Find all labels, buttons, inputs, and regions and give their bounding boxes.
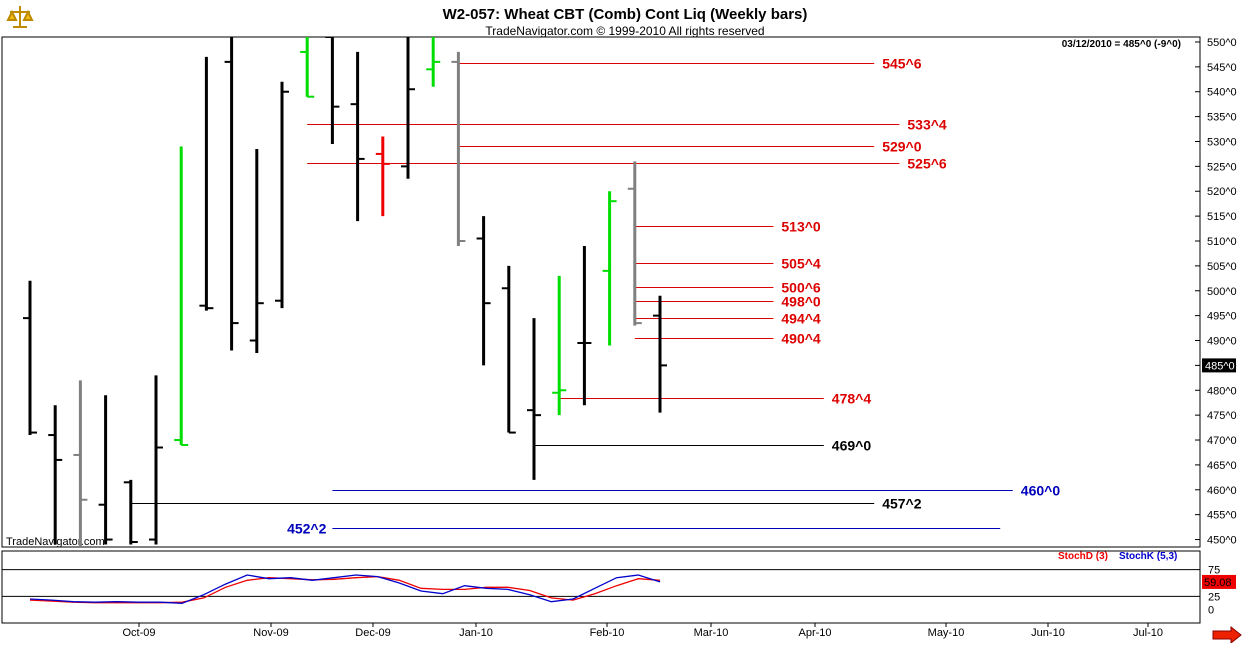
ohlc-bar <box>476 216 491 366</box>
ohlc-bar <box>552 275 567 416</box>
x-tick-label: May-10 <box>928 627 965 639</box>
ohlc-bar <box>375 136 390 217</box>
x-tick-label: Jan-10 <box>459 627 493 639</box>
level-label: 490^4 <box>781 331 821 347</box>
ohlc-bar <box>577 245 592 406</box>
ohlc-bar <box>602 191 617 346</box>
y-tick-label: 480^0 <box>1207 385 1237 397</box>
last-quote: 03/12/2010 = 485^0 (-9^0) <box>1062 39 1181 50</box>
y-tick-label: 455^0 <box>1207 510 1237 522</box>
last-price-box <box>1202 358 1236 373</box>
x-tick-label: Apr-10 <box>798 627 831 639</box>
y-tick-label: 515^0 <box>1207 211 1237 223</box>
y-tick-label: 495^0 <box>1207 311 1237 323</box>
stoch-value-box <box>1202 574 1236 589</box>
ohlc-bar <box>48 405 63 545</box>
ohlc-bar <box>149 375 163 545</box>
stochastic-panel: 75 25 0 StochD (3) StochK (5,3) 59.08 <box>2 551 1236 617</box>
y-tick-label: 490^0 <box>1207 336 1237 348</box>
level-label: 494^4 <box>781 311 821 327</box>
level-label: 478^4 <box>832 391 872 407</box>
level-label: 513^0 <box>781 219 821 235</box>
ohlc-bar <box>350 51 365 222</box>
stoch-tick-label: 25 <box>1208 591 1220 603</box>
stoch-tick-label: 0 <box>1208 605 1214 617</box>
x-tick-label: Dec-09 <box>355 627 390 639</box>
level-label: 533^4 <box>907 117 947 133</box>
y-tick-label: 550^0 <box>1207 37 1237 49</box>
stoch-k-line <box>29 574 661 604</box>
x-tick-label: Jul-10 <box>1133 627 1163 639</box>
x-tick-label: Oct-09 <box>122 627 155 639</box>
ohlc-bar <box>401 37 415 179</box>
y-tick-label: 535^0 <box>1207 112 1237 124</box>
ohlc-bar <box>123 479 138 545</box>
y-tick-label: 540^0 <box>1207 87 1237 99</box>
ohlc-bar <box>98 395 113 545</box>
ohlc-bar <box>426 37 441 87</box>
y-tick-label: 460^0 <box>1207 485 1237 497</box>
y-tick-label: 525^0 <box>1207 161 1237 173</box>
level-label: 545^6 <box>882 56 922 72</box>
level-label: 469^0 <box>832 438 872 454</box>
x-tick-label: Nov-09 <box>253 627 288 639</box>
scale-logo-icon[interactable] <box>4 2 36 32</box>
y-tick-label: 450^0 <box>1207 535 1237 547</box>
ohlc-bar <box>224 37 239 351</box>
ohlc-bar <box>275 81 289 309</box>
copyright-notice: TradeNavigator.com © 1999-2010 All right… <box>485 24 764 38</box>
ohlc-bars <box>23 37 667 547</box>
ohlc-bar <box>325 37 340 144</box>
ohlc-bar <box>300 37 315 98</box>
y-tick-label: 505^0 <box>1207 261 1237 273</box>
price-panel-frame <box>1 36 1201 624</box>
stoch-k-legend: StochK (5,3) <box>1119 551 1177 562</box>
ohlc-bar <box>249 148 264 353</box>
ohlc-bar <box>174 146 189 446</box>
ohlc-bar <box>199 56 214 311</box>
ohlc-bar <box>451 51 466 246</box>
y-tick-label: 530^0 <box>1207 136 1237 148</box>
red-arrow-right-icon[interactable] <box>1212 625 1242 645</box>
level-label: 460^0 <box>1021 483 1061 499</box>
stoch-d-legend: StochD (3) <box>1058 551 1108 562</box>
y-tick-label: 520^0 <box>1207 186 1237 198</box>
x-tick-label: Mar-10 <box>694 627 729 639</box>
ohlc-bar <box>527 318 541 480</box>
price-axis: 450^0 455^0 460^0 465^0 470^0 475^0 480^0 485^0… <box>1195 37 1237 547</box>
y-tick-label: 475^0 <box>1207 410 1237 422</box>
stoch-tick-label: 75 <box>1208 565 1220 577</box>
y-tick-label: 465^0 <box>1207 460 1237 472</box>
y-tick-label: 470^0 <box>1207 435 1237 447</box>
stochastic-panel-border <box>1 550 1201 624</box>
y-tick-label: 510^0 <box>1207 236 1237 248</box>
level-label: 457^2 <box>882 496 922 512</box>
ohlc-bar <box>23 280 37 436</box>
ohlc-bar <box>627 161 642 326</box>
level-label: 505^4 <box>781 256 821 272</box>
level-label: 498^0 <box>781 294 821 310</box>
y-tick-label: 545^0 <box>1207 62 1237 74</box>
chart-title: W2-057: Wheat CBT (Comb) Cont Liq (Weekl… <box>443 6 808 23</box>
ohlc-bar <box>73 380 88 547</box>
stoch-value-label: 59.08 <box>1204 577 1232 589</box>
y-tick-label: 500^0 <box>1207 286 1237 298</box>
level-label: 500^6 <box>781 280 821 296</box>
level-label: 452^2 <box>287 521 327 537</box>
ohlc-bar <box>501 265 516 434</box>
price-panel-border <box>1 36 1201 548</box>
x-tick-label: Jun-10 <box>1031 627 1065 639</box>
level-label: 529^0 <box>882 139 922 155</box>
ohlc-bar <box>653 295 667 413</box>
level-label: 525^6 <box>907 156 947 172</box>
x-tick-label: Feb-10 <box>590 627 625 639</box>
last-price-label: 485^0 <box>1205 360 1235 372</box>
date-axis: Oct-09 Nov-09 Dec-09 Jan-10 Feb-10 Mar-10 Apr-… <box>122 623 1163 639</box>
